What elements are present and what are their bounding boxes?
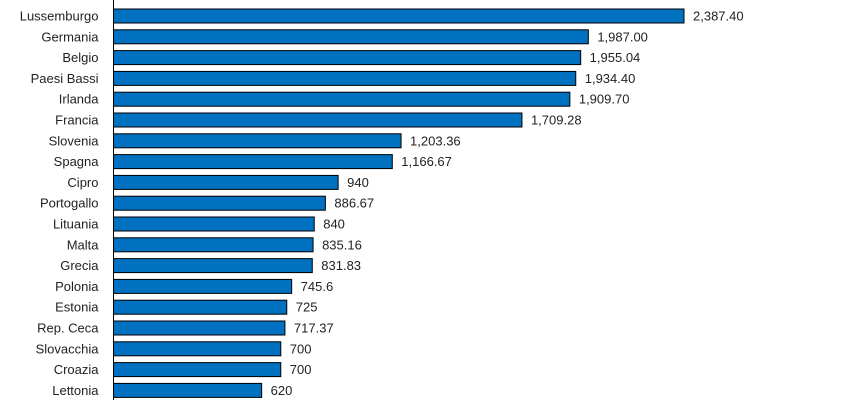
category-label: Irlanda — [59, 92, 100, 107]
value-label: 1,955.04 — [590, 50, 641, 65]
bar — [113, 320, 286, 336]
value-label: 700 — [290, 341, 312, 356]
bar — [113, 258, 313, 274]
bar — [113, 8, 685, 24]
category-label: Croazia — [54, 362, 100, 377]
value-label: 1,166.67 — [401, 154, 452, 169]
category-label: Polonia — [55, 279, 99, 294]
value-label: 886.67 — [334, 196, 374, 211]
bar — [113, 112, 523, 128]
bar — [113, 50, 582, 66]
value-label: 1,709.28 — [531, 113, 582, 128]
labels-layer: Lussemburgo 2,387.40 Germania 1,987.00 Belgi… — [20, 9, 744, 398]
bars-layer — [113, 8, 685, 398]
value-label: 1,909.70 — [579, 92, 630, 107]
value-label: 1,203.36 — [410, 133, 461, 148]
value-label: 717.37 — [294, 321, 334, 336]
category-label: Portogallo — [40, 196, 99, 211]
category-label: Slovacchia — [36, 341, 100, 356]
category-label: Grecia — [60, 258, 99, 273]
category-label: Lussemburgo — [20, 9, 99, 24]
bar — [113, 341, 282, 357]
category-label: Lettonia — [52, 383, 99, 398]
category-label: Lituania — [53, 217, 99, 232]
bar — [113, 278, 293, 294]
value-label: 1,987.00 — [597, 29, 648, 44]
category-label: Malta — [67, 237, 100, 252]
category-label: Rep. Ceca — [37, 321, 99, 336]
bar — [113, 299, 288, 315]
category-label: Germania — [41, 29, 99, 44]
bar — [113, 70, 577, 86]
bar — [113, 216, 315, 232]
bar — [113, 195, 326, 211]
bar — [113, 91, 571, 107]
bar — [113, 29, 589, 45]
category-label: Belgio — [62, 50, 98, 65]
bar — [113, 382, 263, 398]
value-label: 835.16 — [322, 237, 362, 252]
value-label: 840 — [323, 217, 345, 232]
value-label: 940 — [347, 175, 369, 190]
category-label: Francia — [55, 113, 99, 128]
category-label: Estonia — [55, 300, 99, 315]
value-label: 620 — [271, 383, 293, 398]
category-label: Spagna — [54, 154, 100, 169]
value-label: 1,934.40 — [585, 71, 636, 86]
value-label: 745.6 — [301, 279, 334, 294]
bar — [113, 133, 402, 149]
value-label: 831.83 — [321, 258, 361, 273]
category-label: Paesi Bassi — [31, 71, 99, 86]
value-label: 725 — [296, 300, 318, 315]
bar — [113, 237, 314, 253]
category-label: Cipro — [67, 175, 98, 190]
bar — [113, 174, 339, 190]
bar — [113, 362, 282, 378]
value-label: 2,387.40 — [693, 9, 744, 24]
category-label: Slovenia — [49, 133, 100, 148]
bar — [113, 154, 393, 170]
value-label: 700 — [290, 362, 312, 377]
